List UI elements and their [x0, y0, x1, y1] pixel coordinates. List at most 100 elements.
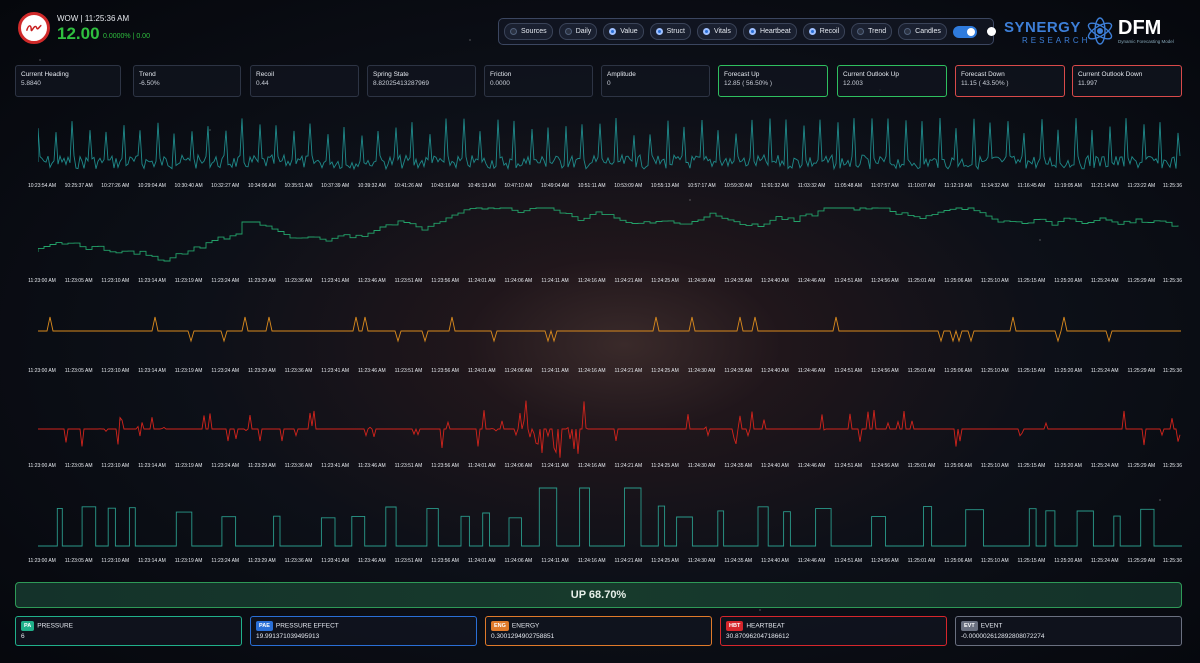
x-tick-label: 11:23:24 AM	[211, 278, 240, 284]
x-tick-label: 11:12:19 AM	[944, 183, 972, 189]
toggle-candles[interactable]: Candles	[898, 23, 947, 40]
x-tick-label: 11:25:06 AM	[944, 558, 972, 564]
x-tick-label: 11:23:14 AM	[138, 463, 166, 469]
x-tick-label: 11:25:06 AM	[944, 278, 972, 284]
stat-card-forecast-up: Forecast Up 12.85 ( 56.50% )	[718, 65, 828, 97]
x-tick-label: 11:25:29 AM	[1127, 368, 1156, 374]
toggle-recoil[interactable]: Recoil	[802, 23, 846, 40]
toggle-trend[interactable]: Trend	[851, 23, 893, 40]
x-tick-label: 11:25:01 AM	[907, 368, 936, 374]
slider-knob[interactable]	[986, 27, 996, 36]
x-tick-label: 11:24:56 AM	[870, 463, 899, 469]
chart-heartbeat-line	[38, 400, 1181, 458]
toggle-struct[interactable]: Struct	[649, 23, 691, 40]
x-tick-label: 11:23:36 AM	[284, 368, 313, 374]
metric-badge: PAE	[256, 621, 273, 631]
radio-icon	[904, 28, 912, 35]
x-tick-label: 11:23:36 AM	[284, 463, 313, 469]
x-tick-label: 11:25:15 AM	[1017, 368, 1046, 374]
x-tick-label: 11:25:20 AM	[1054, 463, 1082, 469]
x-tick-label: 11:23:29 AM	[248, 368, 276, 374]
x-tick-label: 11:25:15 AM	[1017, 463, 1046, 469]
x-tick-label: 11:23:19 AM	[174, 368, 203, 374]
metric-card-pressure-effect: PAE PRESSURE EFFECT 19.9913710394959​13	[250, 616, 477, 646]
x-tick-label: 11:25:24 AM	[1090, 368, 1119, 374]
brand-sub: RESEARCH	[1022, 36, 1091, 45]
metric-card-heartbeat: HBT HEARTBEAT 30.870962047186612	[720, 616, 947, 646]
x-tick-label: 11:24:01 AM	[467, 463, 496, 469]
signature-logo-icon	[25, 24, 42, 32]
x-tick-label: 11:23:10 AM	[101, 558, 130, 564]
x-tick-label: 11:25:20 AM	[1054, 558, 1082, 564]
x-tick-label: 11:24:35 AM	[724, 463, 753, 469]
chart-struct-line	[37, 207, 1179, 262]
x-tick-label: 11:23:51 AM	[394, 463, 423, 469]
x-tick-label: 11:25:24 AM	[1090, 558, 1119, 564]
stat-card-amplitude: Amplitude 0	[601, 65, 710, 97]
x-tick-label: 11:23:29 AM	[248, 278, 276, 284]
x-tick-label: 10:49:04 AM	[540, 183, 570, 189]
ticker-title: WOW | 11:25:36 AM	[57, 14, 130, 23]
direction-status-bar: UP 68.70%	[15, 582, 1182, 608]
x-tick-label: 10:29:04 AM	[137, 183, 166, 189]
x-tick-label: 11:24:51 AM	[834, 278, 863, 284]
x-tick-label: 11:24:21 AM	[614, 368, 643, 374]
x-tick-label: 10:34:06 AM	[247, 183, 276, 189]
x-tick-label: 11:24:35 AM	[724, 558, 753, 564]
chart-vitals: 11:23:00 AM 11:23:05 AM 11:23:10 AM 11:23:1…	[28, 295, 1182, 375]
toggle-value[interactable]: Value	[603, 23, 644, 40]
x-tick-label: 11:23:14 AM	[138, 278, 166, 284]
x-tick-label: 11:24:46 AM	[797, 558, 826, 564]
x-tick-label: 11:19:05 AM	[1054, 183, 1082, 189]
x-tick-label: 11:24:40 AM	[761, 368, 789, 374]
zoom-slider[interactable]	[986, 27, 996, 36]
product-tagline: Dynamic Forecasting Model	[1118, 39, 1174, 44]
x-tick-label: 11:24:30 AM	[687, 463, 716, 469]
x-tick-label: 11:24:21 AM	[614, 278, 643, 284]
stat-card-recoil: Recoil 0.44	[250, 65, 359, 97]
x-tick-label: 11:23:51 AM	[394, 368, 423, 374]
chart-value: 10:23:54 AM 10:25:37 AM 10:27:26 AM 10:29:0…	[28, 110, 1182, 190]
x-tick-label: 11:25:06 AM	[944, 463, 972, 469]
radio-icon	[702, 28, 710, 35]
x-tick-label: 11:24:16 AM	[577, 463, 606, 469]
x-tick-label: 11:23:46 AM	[357, 278, 386, 284]
metric-card-pressure: PA PRESSURE 6	[15, 616, 242, 646]
toggle-sources[interactable]: Sources	[504, 23, 553, 40]
layer-toolbar: Sources Daily Value Struct Vitals Heartb…	[498, 18, 996, 45]
x-tick-label: 11:03:32 AM	[797, 183, 826, 189]
x-tick-label: 10:57:17 AM	[687, 183, 716, 189]
x-tick-label: 11:23:19 AM	[174, 463, 203, 469]
x-tick-label: 11:24:46 AM	[797, 368, 826, 374]
x-tick-label: 11:24:25 AM	[651, 558, 679, 564]
chart-value-line	[37, 117, 1181, 171]
x-tick-label: 11:24:35 AM	[724, 278, 753, 284]
radio-icon	[808, 28, 816, 35]
x-tick-label: 11:25:10 AM	[980, 558, 1009, 564]
x-tick-label: 11:23:51 AM	[394, 558, 423, 564]
x-tick-label: 10:45:13 AM	[467, 183, 496, 189]
x-tick-label: 11:24:16 AM	[577, 368, 606, 374]
x-tick-label: 11:23:19 AM	[174, 278, 203, 284]
x-tick-label: 11:24:30 AM	[687, 278, 716, 284]
mode-switch[interactable]	[952, 25, 977, 38]
chart-vitals-line	[38, 316, 1181, 343]
x-tick-label: 11:24:30 AM	[687, 558, 716, 564]
x-tick-label: 11:24:40 AM	[761, 463, 789, 469]
x-tick-label: 11:25:06 AM	[944, 368, 972, 374]
toggle-daily[interactable]: Daily	[558, 23, 598, 40]
x-tick-label: 11:23:36 AM	[284, 278, 313, 284]
x-tick-label: 10:53:09 AM	[614, 183, 643, 189]
toggle-heartbeat[interactable]: Heartbeat	[742, 23, 797, 40]
toggle-vitals[interactable]: Vitals	[696, 23, 737, 40]
x-tick-label: 11:25:29 AM	[1127, 558, 1156, 564]
x-tick-label: 11:24:51 AM	[834, 368, 863, 374]
x-tick-label: 11:25:15 AM	[1017, 278, 1046, 284]
brand-name: SYNERGY	[1004, 19, 1081, 36]
x-tick-label: 10:27:26 AM	[101, 183, 130, 189]
x-tick-label: 11:24:11 AM	[541, 558, 569, 564]
x-tick-label: 11:23:10 AM	[101, 368, 130, 374]
x-tick-label: 11:23:05 AM	[64, 368, 93, 374]
x-tick-label: 11:23:24 AM	[211, 558, 240, 564]
x-tick-label: 11:24:21 AM	[614, 558, 643, 564]
